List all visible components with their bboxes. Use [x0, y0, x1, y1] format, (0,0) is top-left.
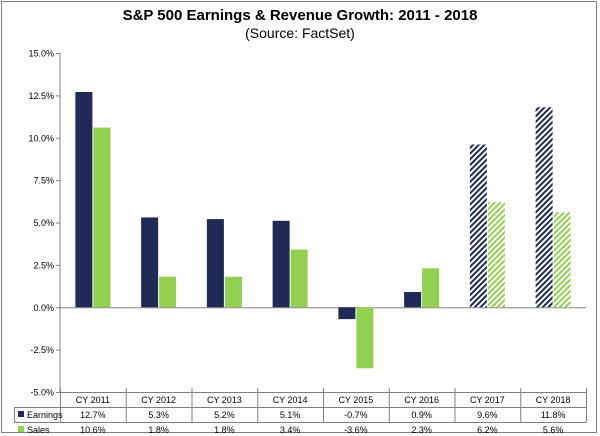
y-tick-label: 15.0%: [28, 49, 54, 59]
legend-label-earnings: Earnings: [27, 410, 63, 420]
bar-sales-cy-2013: [224, 276, 242, 308]
data-label-sales: 6.2%: [477, 425, 498, 435]
data-label-sales: 2.3%: [411, 425, 432, 435]
y-tick-label: -5.0%: [30, 388, 54, 398]
data-label-sales: 3.4%: [280, 425, 301, 435]
y-tick-label: 10.0%: [28, 133, 54, 143]
data-label-earnings: 5.1%: [280, 410, 301, 420]
data-label-sales: -3.6%: [344, 425, 368, 435]
legend-key-earnings: [18, 411, 24, 417]
bar-earnings-cy-2018: [535, 107, 553, 308]
bar-sales-cy-2017: [487, 202, 505, 308]
data-label-earnings: 12.7%: [80, 410, 106, 420]
legend-label-sales: Sales: [27, 425, 50, 435]
category-label: CY 2013: [207, 395, 242, 405]
bar-sales-cy-2015: [356, 307, 374, 369]
category-label: CY 2011: [76, 395, 110, 405]
bar-sales-cy-2018: [553, 212, 571, 308]
data-label-sales: 10.6%: [80, 425, 106, 435]
category-label: CY 2015: [338, 395, 373, 405]
data-label-sales: 5.6%: [543, 425, 564, 435]
chart-subtitle: (Source: FactSet): [245, 25, 355, 41]
data-label-sales: 1.8%: [214, 425, 235, 435]
data-label-sales: 1.8%: [148, 425, 169, 435]
y-tick-label: 12.5%: [28, 91, 54, 101]
bar-sales-cy-2016: [422, 268, 440, 308]
bar-earnings-cy-2015: [338, 307, 356, 320]
bar-earnings-cy-2011: [75, 91, 93, 308]
data-label-earnings: 0.9%: [411, 410, 432, 420]
legend-key-sales: [18, 426, 24, 432]
bar-earnings-cy-2012: [141, 217, 159, 308]
y-tick-label: 0.0%: [33, 303, 54, 313]
category-label: CY 2017: [470, 395, 505, 405]
chart-title: S&P 500 Earnings & Revenue Growth: 2011 …: [122, 7, 478, 24]
bar-earnings-cy-2013: [206, 219, 224, 308]
data-label-earnings: 9.6%: [477, 410, 498, 420]
bar-sales-cy-2012: [159, 276, 177, 308]
bar-earnings-cy-2014: [272, 220, 290, 308]
bar-earnings-cy-2016: [404, 291, 422, 308]
data-label-earnings: -0.7%: [344, 410, 368, 420]
y-tick-label: 2.5%: [33, 260, 54, 270]
data-label-earnings: 11.8%: [541, 410, 566, 420]
y-tick-label: 5.0%: [33, 218, 54, 228]
bar-sales-cy-2014: [290, 249, 308, 308]
bar-sales-cy-2011: [93, 127, 111, 308]
data-label-earnings: 5.3%: [148, 410, 169, 420]
category-label: CY 2016: [404, 395, 439, 405]
y-tick-label: -2.5%: [30, 345, 54, 355]
category-label: CY 2014: [273, 395, 308, 405]
category-label: CY 2012: [141, 395, 176, 405]
y-tick-label: 7.5%: [33, 176, 54, 186]
bar-earnings-cy-2017: [469, 144, 487, 308]
category-label: CY 2018: [536, 395, 571, 405]
data-label-earnings: 5.2%: [214, 410, 235, 420]
